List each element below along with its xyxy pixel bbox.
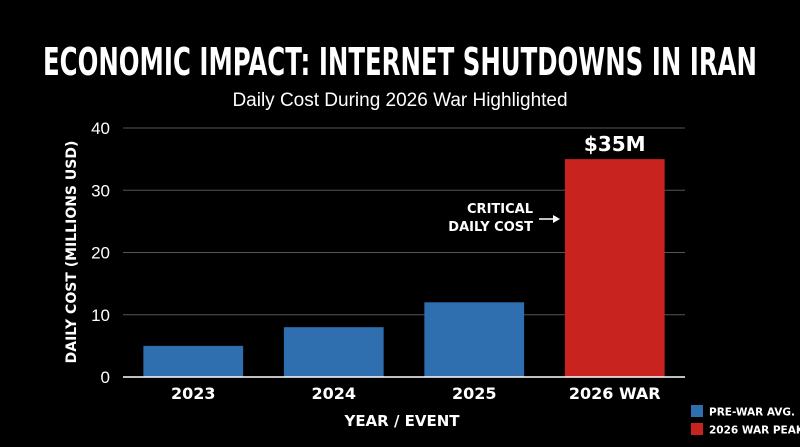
- legend-swatch-pre: [691, 405, 703, 417]
- bars: [143, 159, 665, 377]
- bar-2026-war: [564, 159, 665, 377]
- category-label: 2023: [171, 384, 216, 403]
- legend-label-pre: PRE-WAR AVG.: [709, 407, 795, 419]
- y-tick-label: 20: [91, 244, 110, 263]
- y-axis-label: DAILY COST (MILLIONS USD): [64, 141, 80, 364]
- bar-2024: [283, 327, 384, 377]
- category-labels: 2023 2024 2025 2026 WAR: [171, 384, 661, 403]
- category-label: 2025: [452, 384, 497, 403]
- annotation-line-1: CRITICAL: [467, 202, 533, 217]
- x-axis-label: YEAR / EVENT: [343, 412, 460, 430]
- annotation: CRITICAL DAILY COST: [448, 202, 560, 235]
- y-tick-label: 10: [91, 306, 110, 325]
- chart-title: ECONOMIC IMPACT: INTERNET SHUTDOWNS IN I…: [43, 40, 757, 84]
- bar-2025: [424, 302, 525, 377]
- y-tick-label: 0: [101, 368, 110, 387]
- bar-2023: [143, 345, 244, 377]
- y-tick-labels: 0 10 20 30 40: [91, 119, 110, 387]
- legend: PRE-WAR AVG. 2026 WAR PEAK: [691, 405, 800, 437]
- category-label: 2024: [311, 384, 356, 403]
- data-labels: $35M: [584, 132, 646, 156]
- annotation-line-2: DAILY COST: [448, 220, 533, 235]
- data-label: $35M: [584, 132, 646, 156]
- y-tick-label: 30: [91, 181, 110, 200]
- y-tick-label: 40: [91, 119, 110, 138]
- chart-subtitle: Daily Cost During 2026 War Highlighted: [232, 90, 567, 111]
- legend-swatch-war: [691, 423, 703, 435]
- legend-label-war: 2026 WAR PEAK: [709, 425, 800, 437]
- annotation-arrow-icon: [553, 215, 560, 223]
- category-label: 2026 WAR: [569, 384, 661, 403]
